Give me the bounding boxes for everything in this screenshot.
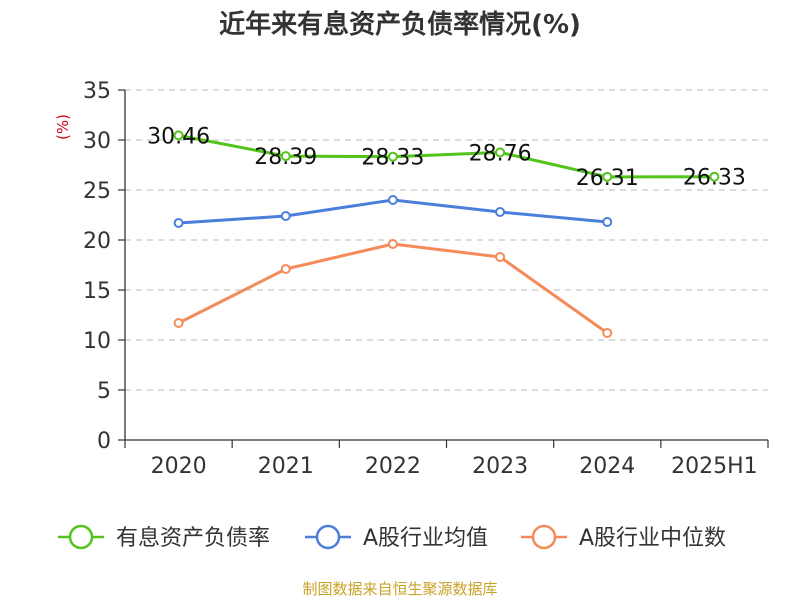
data-label-2021: 28.39 <box>254 145 317 170</box>
data-labels: 30.46 28.39 28.33 28.76 26.31 26.33 <box>147 124 746 191</box>
legend: 有息资产负债率 A股行业均值 A股行业中位数 <box>58 524 726 551</box>
x-tick-label-2020: 2020 <box>151 454 207 479</box>
grid-lines <box>125 89 768 391</box>
chart-title: 近年来有息资产负债率情况(%) <box>219 9 581 40</box>
point-s0-2025H1 <box>709 171 720 182</box>
axes: 0 5 10 15 20 25 30 35 2020 2021 2022 2023 2024 2025H1 <box>83 79 769 479</box>
y-tick-label-0: 0 <box>97 429 111 454</box>
y-tick-label-25: 25 <box>83 179 111 204</box>
legend-label-0: 有息资产负债率 <box>116 526 270 551</box>
y-tick-label-35: 35 <box>83 79 111 104</box>
point-s1-2022 <box>387 195 398 205</box>
y-tick-label-30: 30 <box>83 129 111 154</box>
data-label-2020: 30.46 <box>147 124 210 149</box>
y-tick-label-5: 5 <box>97 379 111 404</box>
point-s0-2023 <box>495 147 506 158</box>
point-s2-2022 <box>387 239 398 249</box>
x-tick-label-2024: 2024 <box>579 454 635 479</box>
point-s1-2023 <box>495 207 506 217</box>
data-label-2023: 28.76 <box>469 141 532 166</box>
x-tick-label-2021: 2021 <box>258 454 314 479</box>
series-layer <box>173 130 720 338</box>
legend-label-1: A股行业均值 <box>363 526 488 551</box>
x-tick-label-2023: 2023 <box>472 454 528 479</box>
data-label-2024: 26.31 <box>576 166 639 191</box>
point-s0-2021 <box>280 151 291 162</box>
x-tick-label-2025H1: 2025H1 <box>671 454 758 479</box>
legend-marker-0 <box>68 524 94 550</box>
point-s0-2020 <box>173 130 184 141</box>
data-label-2025H1: 26.33 <box>683 166 746 191</box>
series-line-0 <box>178 133 715 179</box>
data-label-2022: 28.33 <box>361 146 424 171</box>
point-s1-2020 <box>173 218 184 228</box>
point-s2-2020 <box>173 318 184 328</box>
legend-marker-2 <box>531 524 557 550</box>
point-s1-2021 <box>280 211 291 221</box>
legend-marker-1 <box>315 524 341 550</box>
y-tick-label-20: 20 <box>83 229 111 254</box>
legend-label-2: A股行业中位数 <box>579 526 726 551</box>
point-s0-2024 <box>602 171 613 182</box>
point-s2-2024 <box>602 328 613 338</box>
point-s1-2024 <box>602 217 613 227</box>
source-note: 制图数据来自恒生聚源数据库 <box>302 580 497 598</box>
series-line-2 <box>177 242 609 335</box>
point-s0-2022 <box>387 151 398 162</box>
point-s2-2021 <box>280 264 291 274</box>
x-tick-label-2022: 2022 <box>365 454 421 479</box>
y-axis-unit-label: (%) <box>54 114 72 140</box>
y-tick-label-15: 15 <box>83 279 111 304</box>
y-tick-label-10: 10 <box>83 329 111 354</box>
point-s2-2023 <box>495 252 506 262</box>
